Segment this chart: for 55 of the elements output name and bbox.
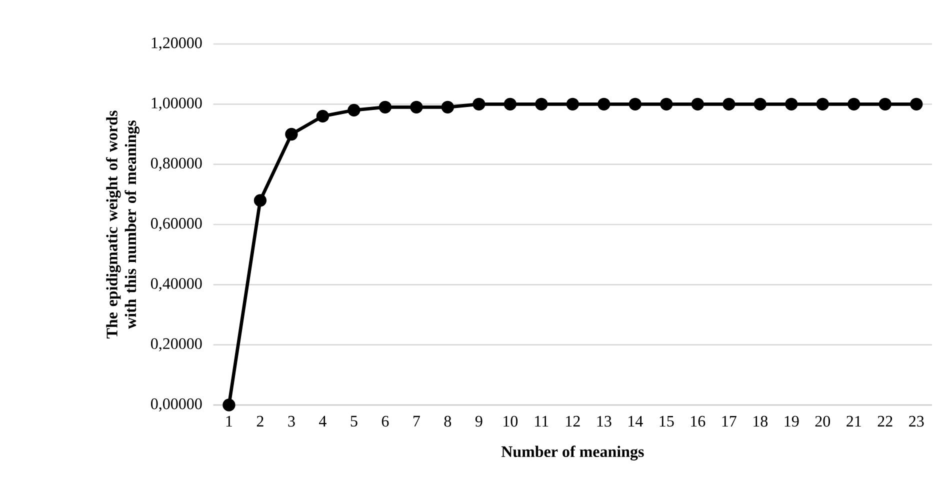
point xyxy=(691,98,704,110)
x-tick-label: 6 xyxy=(382,416,389,427)
x-tick-label: 1 xyxy=(226,416,232,426)
x-tick-label: 19 xyxy=(784,416,799,427)
y-tick-label: 1,20000 xyxy=(152,37,202,51)
y-axis-title: The epidigmatic weight of words with this number of meanings xyxy=(106,110,140,338)
point xyxy=(410,100,423,114)
x-tick-label: 14 xyxy=(628,416,643,426)
point xyxy=(441,100,454,114)
x-tick-label: 18 xyxy=(754,416,768,427)
point xyxy=(472,98,486,110)
x-tick-label: 5 xyxy=(350,416,358,427)
x-tick-label: 20 xyxy=(815,416,830,427)
x-tick-label: 17 xyxy=(722,416,736,426)
y-tick-label: 0,80000 xyxy=(151,158,202,171)
y-tick-label: 0,60000 xyxy=(151,218,202,232)
x-tick-label: 12 xyxy=(566,416,580,427)
point xyxy=(754,98,766,110)
point xyxy=(316,110,330,123)
point xyxy=(722,98,736,110)
x-tick-label: 9 xyxy=(475,416,482,427)
point xyxy=(504,98,517,110)
point xyxy=(910,98,923,110)
x-tick-label: 22 xyxy=(878,416,892,427)
x-axis-title: Number of meanings xyxy=(501,446,644,460)
y-tick-label: 0,00000 xyxy=(151,398,202,412)
x-tick-label: 21 xyxy=(846,416,861,427)
point xyxy=(878,98,892,110)
point xyxy=(285,128,298,141)
point xyxy=(348,104,360,117)
point xyxy=(378,100,392,114)
y-tick-label: 1,00000 xyxy=(152,98,202,111)
x-tick-label: 10 xyxy=(504,416,518,427)
point xyxy=(566,98,580,110)
x-tick-label: 8 xyxy=(444,416,452,427)
point xyxy=(785,98,798,110)
x-tick-label: 13 xyxy=(597,416,612,427)
point xyxy=(535,98,548,110)
x-tick-label: 2 xyxy=(256,416,264,427)
x-tick-label: 23 xyxy=(909,416,924,427)
x-tick-label: 11 xyxy=(535,416,548,426)
point xyxy=(222,398,236,412)
x-tick-label: 3 xyxy=(288,416,295,427)
x-tick-label: 15 xyxy=(660,416,674,427)
point xyxy=(598,98,610,110)
x-tick-label: 4 xyxy=(319,416,326,426)
point xyxy=(660,98,673,110)
x-tick-label: 7 xyxy=(413,416,420,426)
y-tick-label: 0,40000 xyxy=(151,278,202,292)
x-tick-label: 16 xyxy=(691,416,706,427)
point xyxy=(816,98,829,110)
point xyxy=(848,98,860,110)
point xyxy=(628,98,642,110)
y-tick-label: 0,20000 xyxy=(151,338,202,352)
point xyxy=(254,194,267,207)
